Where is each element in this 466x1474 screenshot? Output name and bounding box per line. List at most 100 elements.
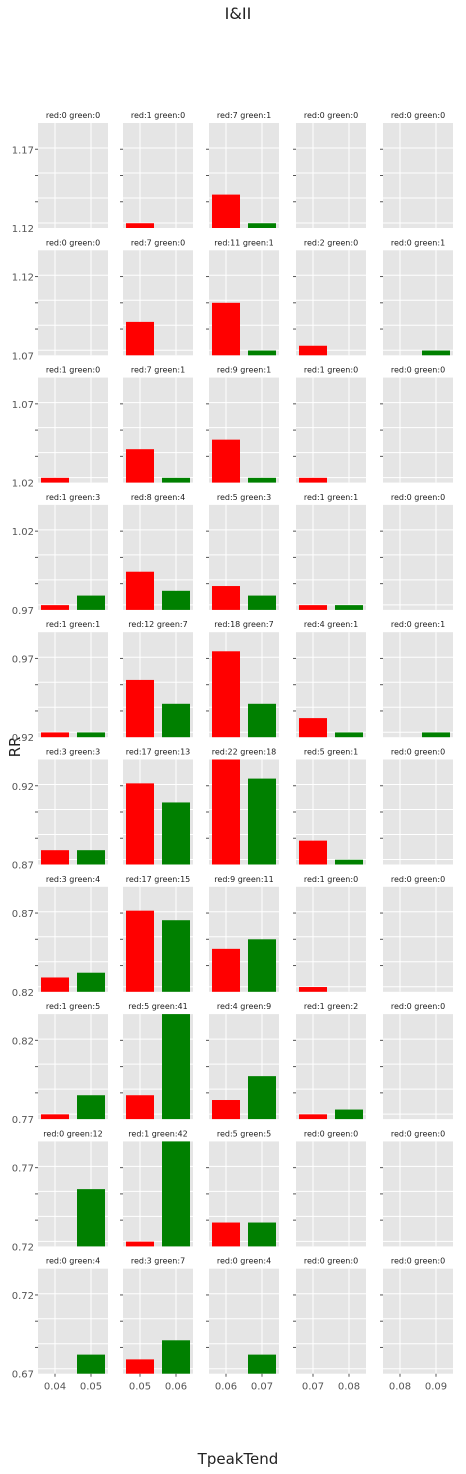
- xtick-label: 0.07: [302, 1382, 324, 1393]
- bar-red: [212, 586, 240, 610]
- panel-title: red:11 green:1: [214, 238, 273, 247]
- panel-r1-c1: red:7 green:0: [120, 238, 193, 356]
- panel-title: red:0 green:1: [391, 238, 445, 247]
- panel-r2-c2: red:9 green:1: [206, 366, 279, 483]
- ytick-label: 1.07: [12, 351, 34, 362]
- bar-red: [126, 449, 154, 483]
- panel-background: [38, 759, 108, 865]
- bar-green: [422, 350, 450, 356]
- panel-background: [296, 1268, 366, 1374]
- xtick-label: 0.06: [215, 1382, 237, 1393]
- panel-title: red:0 green:0: [391, 875, 445, 884]
- panel-background: [383, 886, 453, 992]
- panel-background: [123, 123, 193, 228]
- panel-title: red:0 green:0: [304, 111, 358, 120]
- xtick-label: 0.07: [251, 1382, 273, 1393]
- panel-background: [38, 632, 108, 738]
- ytick-label: 0.77: [12, 1115, 34, 1126]
- panel-title: red:0 green:4: [217, 1257, 271, 1266]
- panel-r0-c1: red:1 green:0: [120, 111, 193, 228]
- y-axis-label: RR: [6, 737, 24, 758]
- bar-red: [212, 194, 240, 228]
- panel-title: red:22 green:18: [212, 748, 277, 757]
- panel-background: [296, 1141, 366, 1247]
- bar-red: [126, 910, 154, 992]
- bar-green: [77, 1095, 105, 1120]
- bar-green: [335, 1109, 363, 1120]
- bar-red: [212, 439, 240, 483]
- panel-title: red:7 green:0: [131, 238, 185, 247]
- panel-background: [383, 759, 453, 865]
- bar-red: [299, 1114, 327, 1120]
- panel-title: red:3 green:7: [131, 1257, 185, 1266]
- bar-green: [162, 703, 190, 738]
- bar-green: [162, 1340, 190, 1374]
- panel-title: red:18 green:7: [214, 620, 273, 629]
- ytick-label: 0.97: [12, 654, 34, 665]
- panel-r4-c2: red:18 green:7: [206, 620, 279, 738]
- ytick-label: 1.12: [12, 224, 34, 235]
- bar-green: [162, 590, 190, 610]
- panel-r4-c4: red:0 green:1: [380, 620, 453, 738]
- ytick-label: 1.12: [12, 273, 34, 284]
- panel-background: [383, 250, 453, 356]
- panel-background: [296, 886, 366, 992]
- panel-background: [383, 632, 453, 738]
- panel-background: [296, 377, 366, 483]
- bar-red: [41, 977, 69, 992]
- panel-title: red:7 green:1: [131, 366, 185, 375]
- panel-background: [296, 1014, 366, 1120]
- x-axis-label: TpeakTend: [197, 1450, 279, 1468]
- panel-r0-c0: red:0 green:0: [35, 111, 108, 228]
- bar-green: [248, 939, 276, 992]
- bar-green: [335, 605, 363, 610]
- panel-background: [296, 123, 366, 228]
- panel-title: red:1 green:2: [304, 1002, 358, 1011]
- bar-red: [126, 1359, 154, 1374]
- panel-title: red:5 green:1: [304, 748, 358, 757]
- ytick-label: 0.77: [12, 1164, 34, 1175]
- bar-green: [77, 732, 105, 738]
- bar-red: [212, 302, 240, 356]
- ytick-label: 0.82: [12, 988, 34, 999]
- bar-green: [162, 477, 190, 483]
- xtick-label: 0.06: [165, 1382, 187, 1393]
- panel-title: red:5 green:41: [128, 1002, 187, 1011]
- panel-r3-c3: red:1 green:1: [293, 493, 366, 610]
- bar-green: [335, 859, 363, 865]
- panel-r9-c0: red:0 green:4: [35, 1257, 108, 1374]
- bar-green: [248, 350, 276, 356]
- bar-red: [41, 605, 69, 610]
- ytick-label: 1.02: [12, 479, 34, 490]
- bar-green: [248, 477, 276, 483]
- panel-r1-c3: red:2 green:0: [293, 238, 366, 356]
- panel-title: red:0 green:4: [46, 1257, 100, 1266]
- panel-title: red:3 green:3: [46, 748, 100, 757]
- ytick-label: 0.92: [12, 733, 34, 744]
- panel-title: red:9 green:11: [214, 875, 273, 884]
- panel-title: red:1 green:1: [46, 620, 100, 629]
- bar-green: [77, 1354, 105, 1374]
- panel-r8-c3: red:0 green:0: [293, 1129, 366, 1247]
- panel-r2-c0: red:1 green:0: [35, 366, 108, 483]
- panel-title: red:4 green:9: [217, 1002, 271, 1011]
- bar-red: [299, 987, 327, 992]
- bar-red: [212, 651, 240, 738]
- panel-r5-c1: red:17 green:13: [120, 748, 193, 865]
- panel-title: red:4 green:1: [304, 620, 358, 629]
- panel-background: [296, 504, 366, 610]
- ytick-label: 0.92: [12, 782, 34, 793]
- bar-red: [41, 1114, 69, 1120]
- panel-r6-c0: red:3 green:4: [35, 875, 108, 992]
- panel-title: red:7 green:1: [217, 111, 271, 120]
- panel-title: red:1 green:0: [304, 366, 358, 375]
- panel-title: red:0 green:0: [391, 1257, 445, 1266]
- panel-grid: red:0 green:0 red:1 green:0 red:7 green:1 r…: [12, 111, 453, 1393]
- panel-title: red:0 green:0: [391, 748, 445, 757]
- panel-r9-c4: red:0 green:0: [380, 1257, 453, 1374]
- ytick-label: 1.17: [12, 145, 34, 156]
- panel-r6-c3: red:1 green:0: [293, 875, 366, 992]
- panel-r5-c0: red:3 green:3: [35, 748, 108, 865]
- ytick-label: 0.67: [12, 1370, 34, 1381]
- panel-title: red:9 green:1: [217, 366, 271, 375]
